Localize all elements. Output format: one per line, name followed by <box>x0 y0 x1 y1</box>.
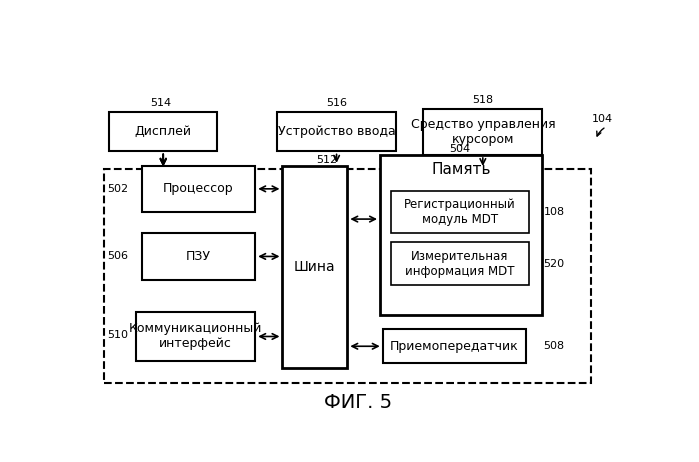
Text: 108: 108 <box>544 207 565 217</box>
Bar <box>391 191 529 233</box>
Text: Устройство ввода: Устройство ввода <box>278 125 396 139</box>
Text: 104: 104 <box>591 115 612 124</box>
Text: 506: 506 <box>107 251 128 261</box>
Bar <box>380 155 542 315</box>
Text: Память: Память <box>431 162 491 177</box>
Text: Регистрационный
модуль MDT: Регистрационный модуль MDT <box>404 198 516 226</box>
Text: 508: 508 <box>544 341 565 351</box>
Text: Шина: Шина <box>294 260 336 274</box>
Text: ФИГ. 5: ФИГ. 5 <box>324 393 392 412</box>
Bar <box>141 233 255 280</box>
Bar <box>277 112 396 152</box>
Text: 504: 504 <box>449 144 470 154</box>
Bar <box>282 166 347 369</box>
Bar <box>424 109 542 155</box>
Bar <box>141 166 255 212</box>
Text: ПЗУ: ПЗУ <box>186 250 211 263</box>
Bar <box>103 169 591 383</box>
Text: 516: 516 <box>326 98 347 109</box>
Bar <box>391 242 529 285</box>
Bar <box>136 311 255 361</box>
Bar <box>109 112 217 152</box>
Text: 502: 502 <box>107 184 128 194</box>
Text: Коммуникационный
интерфейс: Коммуникационный интерфейс <box>129 322 262 351</box>
Text: Дисплей: Дисплей <box>135 125 192 139</box>
Bar <box>382 329 526 363</box>
Text: 510: 510 <box>107 330 128 340</box>
Text: 512: 512 <box>316 155 337 165</box>
Text: 514: 514 <box>150 98 171 109</box>
Text: Средство управления
курсором: Средство управления курсором <box>410 118 555 146</box>
Text: 518: 518 <box>473 95 493 105</box>
Text: Процессор: Процессор <box>163 182 233 195</box>
Text: 520: 520 <box>544 259 565 268</box>
Text: Измерительная
информация MDT: Измерительная информация MDT <box>405 249 514 278</box>
Text: Приемопередатчик: Приемопередатчик <box>390 340 519 353</box>
